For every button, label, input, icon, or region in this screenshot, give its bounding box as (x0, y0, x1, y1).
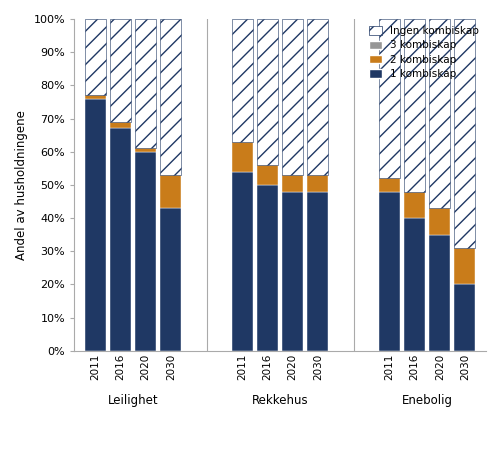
Bar (429, 19, 450, 208)
Bar (85, 19, 106, 95)
Bar (308, 192, 329, 351)
Bar (379, 178, 400, 192)
Bar (232, 19, 253, 142)
Bar (257, 185, 278, 351)
Bar (454, 285, 475, 351)
Bar (308, 175, 329, 192)
Bar (282, 19, 303, 175)
Bar (160, 175, 181, 208)
Bar (160, 19, 181, 175)
Bar (379, 19, 400, 178)
Bar (282, 175, 303, 192)
Bar (282, 192, 303, 351)
Bar (85, 95, 106, 99)
Bar (454, 248, 475, 285)
Y-axis label: Andel av husholdningene: Andel av husholdningene (15, 110, 28, 260)
Bar (135, 152, 156, 351)
Bar (404, 192, 425, 218)
Bar (160, 208, 181, 351)
Bar (404, 218, 425, 351)
Legend: Ingen kombiskap, 3 kombiskap, 2 kombiskap, 1 kombiskap: Ingen kombiskap, 3 kombiskap, 2 kombiska… (367, 24, 481, 81)
Bar (308, 19, 329, 175)
Bar (135, 148, 156, 152)
Text: Enebolig: Enebolig (402, 394, 453, 407)
Bar (429, 208, 450, 235)
Text: Rekkehus: Rekkehus (252, 394, 309, 407)
Bar (135, 19, 156, 148)
Bar (85, 99, 106, 351)
Bar (257, 19, 278, 165)
Bar (257, 165, 278, 185)
Bar (110, 122, 131, 129)
Bar (110, 19, 131, 122)
Text: Leilighet: Leilighet (108, 394, 158, 407)
Bar (379, 192, 400, 351)
Bar (454, 19, 475, 248)
Bar (232, 142, 253, 172)
Bar (232, 172, 253, 351)
Bar (110, 129, 131, 351)
Bar (404, 19, 425, 192)
Bar (429, 235, 450, 351)
